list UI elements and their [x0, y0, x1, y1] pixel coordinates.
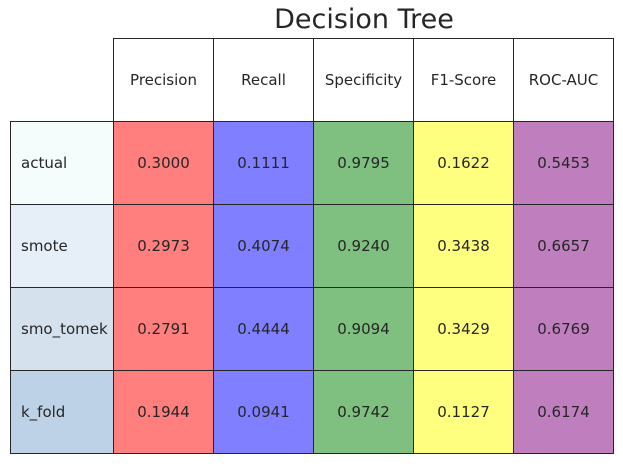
row-label-smote: smote [10, 204, 114, 288]
value-cell: 0.1944 [113, 370, 214, 454]
value-cell: 0.3438 [413, 204, 514, 288]
value-cell: 0.2791 [113, 287, 214, 371]
value-cell: 0.3000 [113, 121, 214, 205]
value-cell: 0.5453 [513, 121, 614, 205]
column-header-specificity: Specificity [313, 38, 414, 122]
value-cell: 0.4444 [213, 287, 314, 371]
column-header-f1-score: F1-Score [413, 38, 514, 122]
table-row: k_fold 0.1944 0.0941 0.9742 0.1127 0.6174 [10, 370, 614, 454]
value-cell: 0.9094 [313, 287, 414, 371]
column-header-recall: Recall [213, 38, 314, 122]
value-cell: 0.6657 [513, 204, 614, 288]
table-row: actual 0.3000 0.1111 0.9795 0.1622 0.5453 [10, 121, 614, 205]
value-cell: 0.0941 [213, 370, 314, 454]
chart-title: Decision Tree [274, 4, 454, 35]
row-label-actual: actual [10, 121, 114, 205]
table-body: actual 0.3000 0.1111 0.9795 0.1622 0.5453 smot… [10, 121, 614, 454]
value-cell: 0.1622 [413, 121, 514, 205]
value-cell: 0.9742 [313, 370, 414, 454]
value-cell: 0.9240 [313, 204, 414, 288]
row-label-k-fold: k_fold [10, 370, 114, 454]
value-cell: 0.3429 [413, 287, 514, 371]
table-row: smo_tomek 0.2791 0.4444 0.9094 0.3429 0.6769 [10, 287, 614, 371]
value-cell: 0.4074 [213, 204, 314, 288]
value-cell: 0.6174 [513, 370, 614, 454]
metrics-table: Precision Recall Specificity F1-Score ROC-AU… [10, 38, 614, 454]
table-row: smote 0.2973 0.4074 0.9240 0.3438 0.6657 [10, 204, 614, 288]
column-header-roc-auc: ROC-AUC [513, 38, 614, 122]
value-cell: 0.1111 [213, 121, 314, 205]
value-cell: 0.1127 [413, 370, 514, 454]
header-row: Precision Recall Specificity F1-Score ROC-AU… [11, 38, 614, 122]
corner-cell [11, 39, 114, 122]
value-cell: 0.9795 [313, 121, 414, 205]
value-cell: 0.6769 [513, 287, 614, 371]
value-cell: 0.2973 [113, 204, 214, 288]
column-header-precision: Precision [113, 38, 214, 122]
row-label-smo-tomek: smo_tomek [10, 287, 114, 371]
